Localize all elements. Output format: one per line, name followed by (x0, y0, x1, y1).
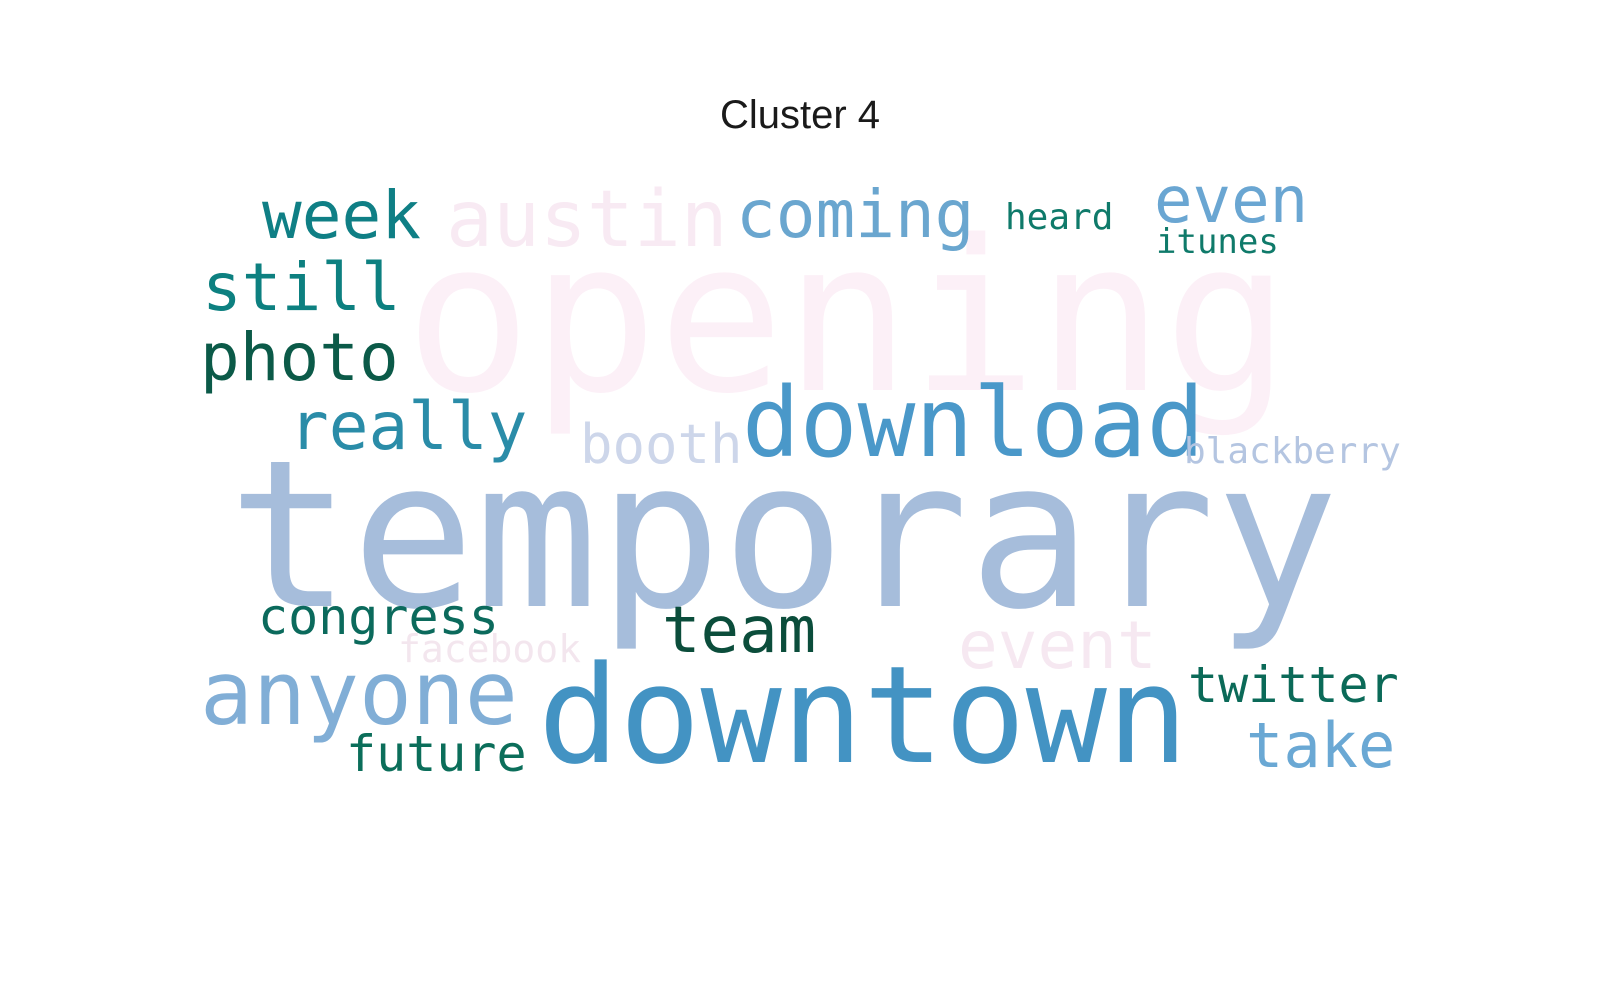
word-austin: austin (446, 175, 728, 265)
word-booth: booth (580, 413, 743, 476)
word-heard: heard (1005, 197, 1113, 238)
chart-title: Cluster 4 (719, 93, 881, 137)
word-congress: congress (258, 588, 499, 646)
word-coming: coming (736, 176, 974, 253)
word-itunes: itunes (1156, 222, 1279, 262)
word-week: week (262, 177, 421, 254)
word-even: even (1154, 164, 1308, 238)
word-twitter: twitter (1188, 656, 1399, 714)
word-download: download (742, 367, 1204, 479)
word-event: event (958, 607, 1157, 684)
word-take: take (1246, 709, 1395, 782)
word-really: really (289, 388, 527, 465)
word-photo: photo (200, 319, 399, 396)
word-temporary: temporary (228, 417, 1339, 655)
word-still: still (202, 249, 401, 326)
word-opening: opening (405, 195, 1290, 440)
word-blackberry: blackberry (1184, 431, 1401, 472)
word-facebook: facebook (398, 627, 581, 671)
word-team: team (662, 594, 816, 668)
word-downtown: downtown (538, 637, 1188, 794)
word-future: future (346, 725, 527, 783)
word-anyone: anyone (200, 642, 518, 745)
